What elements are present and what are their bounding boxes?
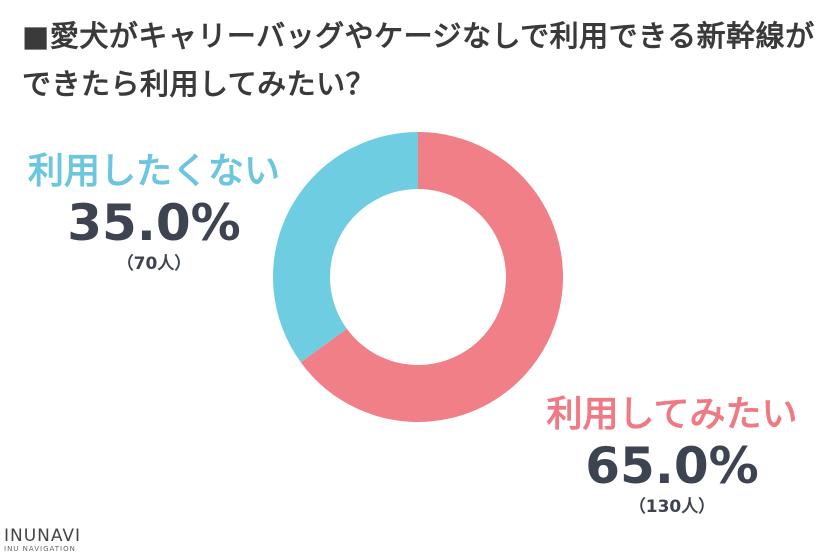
donut-slice-no: [273, 132, 418, 363]
slice-percent-no: 35.0%: [67, 194, 241, 252]
slice-name-yes: 利用してみたい: [546, 394, 798, 435]
slice-label-no: 利用したくない 35.0% （70人）: [14, 150, 294, 276]
slice-label-yes: 利用してみたい 65.0% （130人）: [512, 393, 832, 519]
chart-title: ■愛犬がキャリーバッグやケージなしで利用できる新幹線ができたら利用してみたい？: [22, 19, 815, 101]
slice-percent-yes: 65.0%: [585, 437, 759, 495]
logo-brand: INUNAVI: [4, 526, 82, 546]
slice-name-no: 利用したくない: [27, 151, 280, 192]
logo-subtitle: INU NAVIGATION: [4, 545, 76, 553]
slice-count-no: （70人）: [116, 254, 192, 274]
donut-slice-yes: [300, 132, 563, 422]
inunavi-logo: INUNAVI INU NAVIGATION: [4, 527, 81, 554]
slice-count-yes: （130人）: [628, 497, 716, 517]
